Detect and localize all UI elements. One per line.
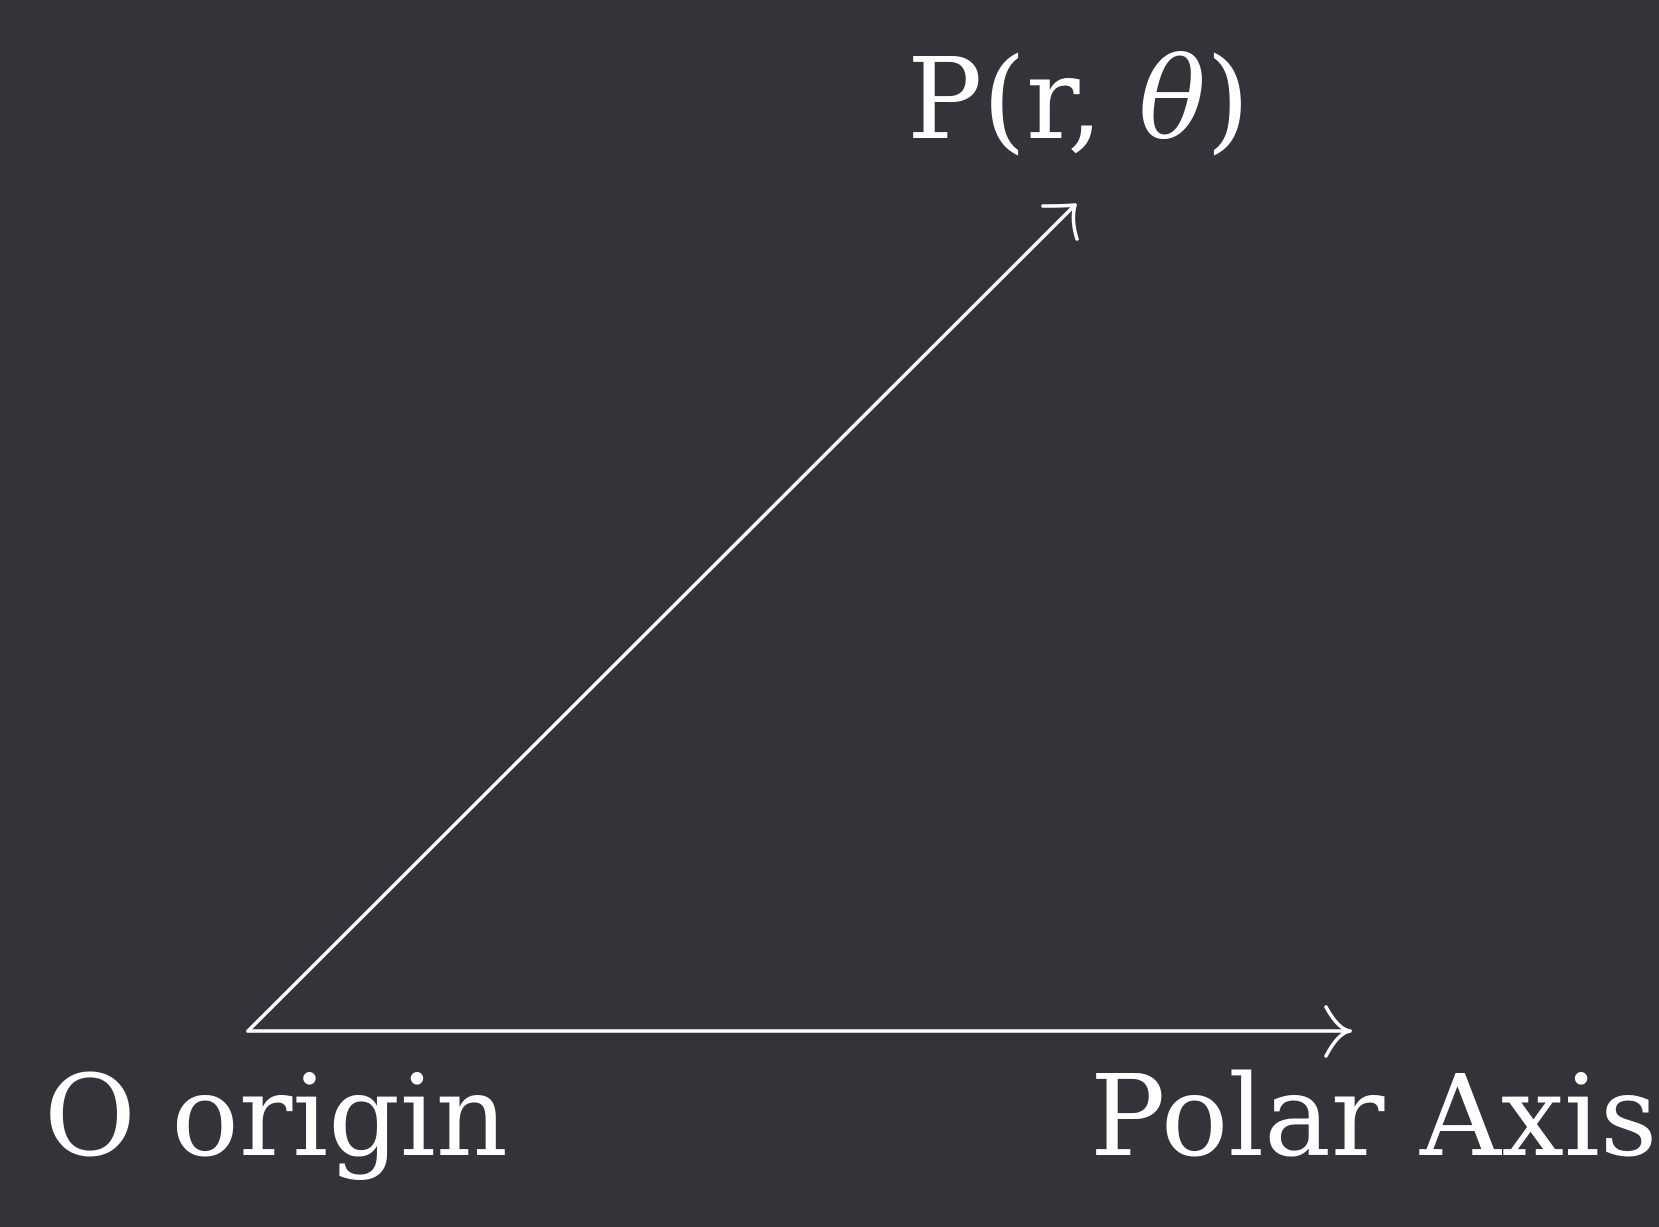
point-p-label: P(r, θ) <box>907 35 1250 165</box>
polar-axis-arrowhead <box>1324 1005 1352 1058</box>
polar-axis-label: Polar Axis <box>1090 1052 1657 1182</box>
radius-vector-arrow <box>246 203 1079 1033</box>
point-p-label-suffix: ) <box>1206 35 1250 165</box>
radius-vector-line <box>246 203 1077 1033</box>
radius-vector-arrowhead <box>1041 203 1079 241</box>
polar-axis-arrow <box>246 1005 1352 1058</box>
point-p-label-theta: θ <box>1139 35 1206 165</box>
point-p-label-prefix: P(r, <box>907 35 1139 165</box>
origin-label: O origin <box>44 1052 508 1182</box>
